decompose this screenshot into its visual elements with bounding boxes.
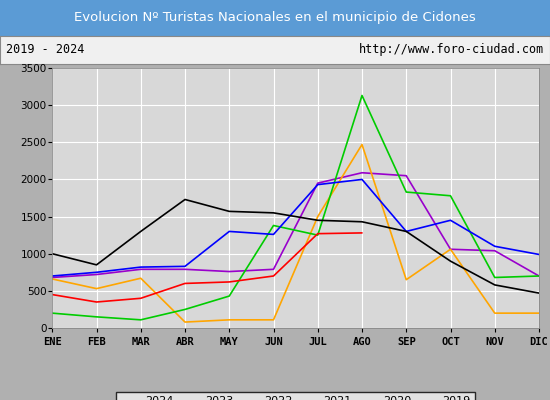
Text: 2019 - 2024: 2019 - 2024 (6, 44, 84, 56)
Legend: 2024, 2023, 2022, 2021, 2020, 2019: 2024, 2023, 2022, 2021, 2020, 2019 (116, 392, 475, 400)
Text: Evolucion Nº Turistas Nacionales en el municipio de Cidones: Evolucion Nº Turistas Nacionales en el m… (74, 12, 476, 24)
Text: http://www.foro-ciudad.com: http://www.foro-ciudad.com (359, 44, 544, 56)
